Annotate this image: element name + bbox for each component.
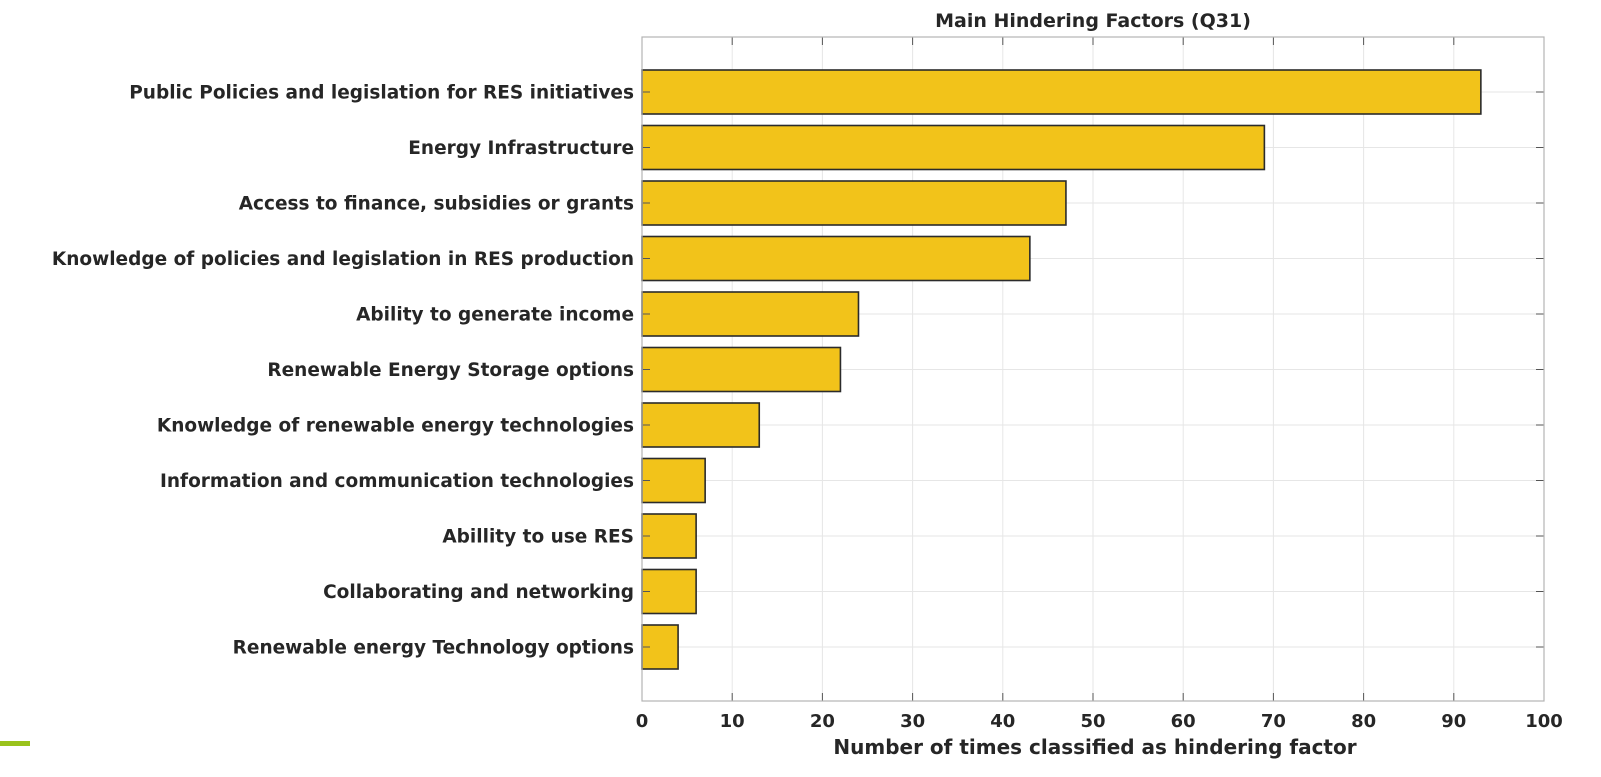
bars xyxy=(641,69,1482,670)
bar xyxy=(641,513,697,559)
category-label: Information and communication technologi… xyxy=(160,471,634,492)
category-label: Knowledge of renewable energy technologi… xyxy=(157,416,634,437)
x-tick-label: 10 xyxy=(720,711,745,732)
bar xyxy=(641,402,761,448)
x-tick-label: 20 xyxy=(810,711,835,732)
x-tick-label: 50 xyxy=(1080,711,1105,732)
category-label: Renewable energy Technology options xyxy=(233,638,634,659)
x-axis-label: Number of times classified as hindering … xyxy=(833,735,1356,759)
x-tick-label: 30 xyxy=(900,711,925,732)
bar xyxy=(641,291,860,337)
category-label: Public Policies and legislation for RES … xyxy=(129,83,634,104)
category-label: Knowledge of policies and legislation in… xyxy=(52,249,634,270)
bar xyxy=(641,346,842,393)
x-tick-label: 80 xyxy=(1351,711,1376,732)
bar xyxy=(641,180,1067,226)
category-label: Collaborating and networking xyxy=(323,582,634,603)
x-tick-label: 100 xyxy=(1525,711,1563,732)
x-tick-label: 90 xyxy=(1441,711,1466,732)
bar xyxy=(641,124,1266,171)
x-tick-label: 40 xyxy=(990,711,1015,732)
x-tick-label: 60 xyxy=(1171,711,1196,732)
category-labels: Public Policies and legislation for RES … xyxy=(52,83,634,659)
category-label: Renewable Energy Storage options xyxy=(267,360,634,381)
bar xyxy=(641,69,1482,115)
category-label: Access to finance, subsidies or grants xyxy=(239,194,634,215)
bar xyxy=(641,457,706,504)
ticks: 0 10 20 30 40 50 60 70 80 90 100 xyxy=(636,37,1563,732)
decorative-corner-accent xyxy=(0,741,30,746)
category-label: Ability to generate income xyxy=(356,305,634,326)
plot-area-frame xyxy=(641,36,1545,702)
bar xyxy=(641,568,697,615)
x-tick-label: 0 xyxy=(636,711,649,732)
chart-title: Main Hindering Factors (Q31) xyxy=(935,10,1251,32)
x-tick-label: 70 xyxy=(1261,711,1286,732)
category-label: Energy Infrastructure xyxy=(408,138,634,159)
category-label: Abillity to use RES xyxy=(442,527,634,548)
bar xyxy=(641,235,1031,282)
